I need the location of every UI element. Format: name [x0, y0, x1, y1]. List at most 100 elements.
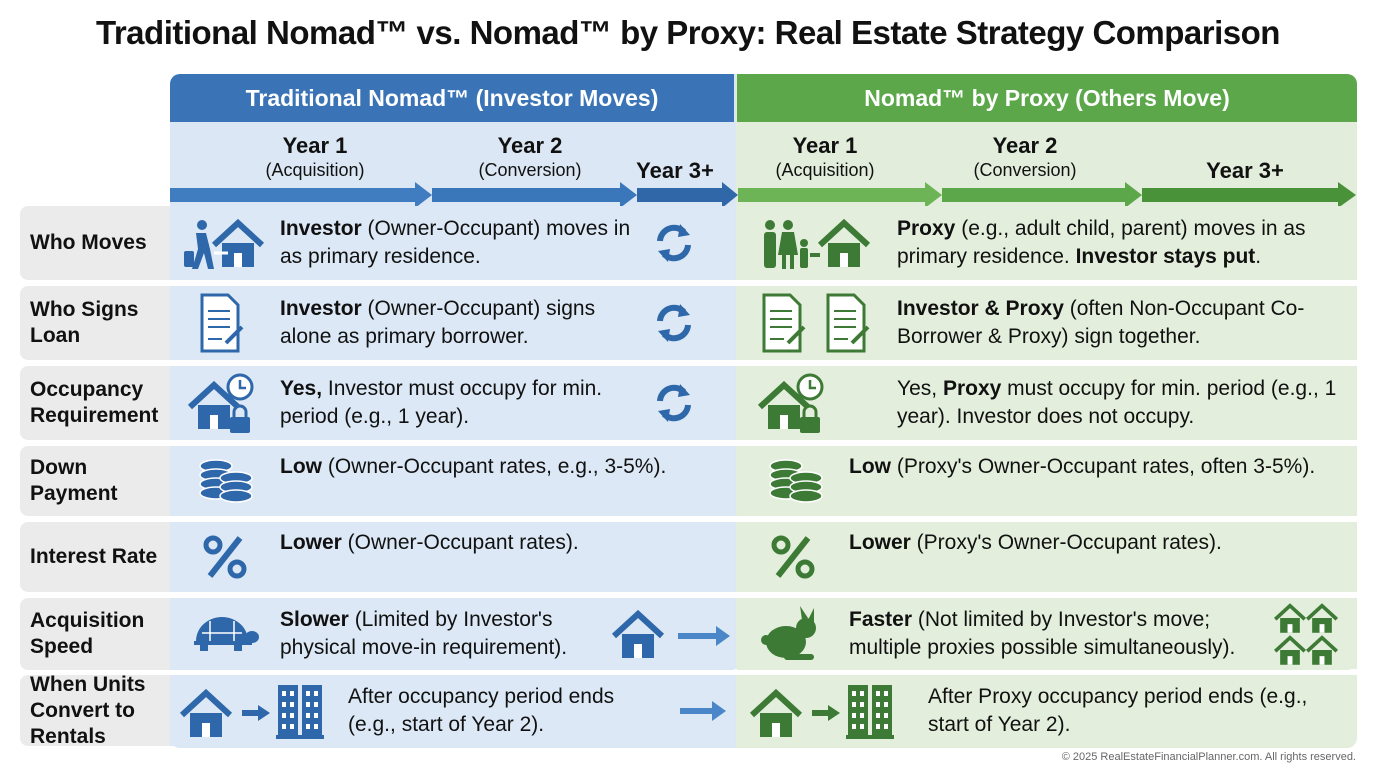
coins-icon — [196, 456, 256, 511]
rabbit-icon — [760, 606, 824, 667]
description-text: After occupancy period ends (e.g., start… — [348, 684, 615, 736]
left-year-2: Year 2 (Conversion) — [450, 133, 610, 181]
turtle-icon — [188, 611, 260, 662]
description-prefix: Yes, — [897, 377, 943, 400]
house-to-apartment-icon — [749, 681, 910, 746]
year-label: Year 3+ — [1206, 158, 1284, 183]
year-label: Year 2 — [497, 133, 563, 158]
signed-document-icon — [192, 292, 252, 359]
description-bold: Low — [849, 455, 891, 478]
left-description: After occupancy period ends (e.g., start… — [348, 683, 648, 739]
row-label: When Units Convert to Rentals — [20, 673, 170, 748]
description-bold: Yes, — [280, 377, 323, 400]
right-description: Lower (Proxy's Owner-Occupant rates). — [849, 529, 1349, 557]
row-divider — [20, 440, 1357, 446]
left-description: Yes, Investor must occupy for min. perio… — [280, 375, 640, 431]
description-text-2: . — [1255, 245, 1262, 268]
description-text: (Owner-Occupant) moves in as primary res… — [280, 217, 631, 268]
right-arrow-year-1 — [738, 182, 942, 208]
description-bold: Low — [280, 455, 322, 478]
row-divider — [20, 516, 1357, 522]
refresh-icon — [650, 379, 698, 432]
description-text: (Owner-Occupant) signs alone as primary … — [280, 297, 596, 348]
copyright-footer: © 2025 RealEstateFinancialPlanner.com. A… — [1061, 751, 1356, 763]
left-year-3: Year 3+ — [625, 158, 725, 184]
left-description: Investor (Owner-Occupant) signs alone as… — [280, 295, 640, 351]
person-moving-house-icon — [180, 213, 270, 278]
family-house-icon — [760, 213, 871, 278]
right-arrow-year-3 — [1142, 182, 1356, 208]
left-cell — [170, 522, 734, 592]
right-description: Yes, Proxy must occupy for min. period (… — [897, 375, 1337, 431]
row-label: Down Payment — [20, 446, 170, 516]
left-description: Slower (Limited by Investor's physical m… — [280, 606, 610, 662]
right-cell — [737, 366, 1357, 440]
description-text: (Proxy's Owner-Occupant rates). — [910, 531, 1222, 554]
left-arrow-year-3 — [637, 182, 738, 208]
row-divider — [20, 669, 1357, 675]
row-divider — [20, 360, 1357, 366]
percent-icon — [202, 534, 248, 585]
house-clock-lock-icon — [757, 371, 830, 440]
year-sub: (Conversion) — [973, 160, 1077, 180]
description-bold: Investor — [280, 297, 362, 320]
description-text: (Owner-Occupant rates). — [341, 531, 579, 554]
description-text: (e.g., adult child, parent) moves in as … — [897, 217, 1306, 268]
description-bold: Investor & Proxy — [897, 297, 1064, 320]
description-text: (Limited by Investor's physical move-in … — [280, 608, 568, 659]
description-bold: Proxy — [897, 217, 956, 240]
description-bold: Slower — [280, 608, 349, 631]
right-description: Faster (Not limited by Investor's move; … — [849, 606, 1269, 662]
row-label: Acquisition Speed — [20, 598, 170, 670]
description-bold: Faster — [849, 608, 913, 631]
house-clock-lock-icon — [187, 371, 260, 440]
right-cell — [737, 522, 1357, 592]
year-label: Year 1 — [282, 133, 348, 158]
right-description: Low (Proxy's Owner-Occupant rates, often… — [849, 453, 1349, 481]
left-cell — [170, 366, 734, 440]
page-title: Traditional Nomad™ vs. Nomad™ by Proxy: … — [96, 14, 1280, 51]
two-signed-documents-icon — [758, 292, 888, 359]
row-label: Interest Rate — [20, 522, 170, 592]
refresh-icon — [650, 219, 698, 272]
nomad-by-proxy-header: Nomad™ by Proxy (Others Move) — [737, 74, 1357, 122]
description-bold-2: Investor stays put — [1075, 245, 1256, 268]
description-bold: Proxy — [942, 377, 1002, 400]
refresh-icon — [650, 299, 698, 352]
description-text: Investor must occupy for min. period (e.… — [280, 377, 603, 428]
right-description: After Proxy occupancy period ends (e.g.,… — [928, 683, 1328, 739]
description-bold: Lower — [280, 531, 342, 554]
left-description: Investor (Owner-Occupant) moves in as pr… — [280, 215, 640, 271]
row-divider — [20, 592, 1357, 598]
house-arrow-icon — [611, 606, 736, 667]
multiple-houses-icon — [1266, 602, 1346, 671]
house-to-apartment-icon — [179, 681, 340, 746]
year-sub: (Acquisition) — [265, 160, 365, 180]
arrow-right-icon — [680, 699, 728, 728]
row-label: Who Moves — [20, 206, 170, 280]
right-arrow-year-2 — [942, 182, 1142, 208]
row-label: Who Signs Loan — [20, 286, 170, 360]
left-cell — [170, 206, 734, 280]
description-text: (Owner-Occupant rates, e.g., 3-5%). — [322, 455, 667, 478]
coins-icon — [766, 456, 826, 511]
percent-icon — [770, 534, 816, 585]
description-text: (Proxy's Owner-Occupant rates, often 3-5… — [891, 455, 1316, 478]
description-text: (Not limited by Investor's move; multipl… — [849, 608, 1236, 659]
right-cell — [737, 598, 1357, 670]
left-arrow-year-1 — [170, 182, 432, 208]
description-text: must occupy for min. period (e.g., 1 yea… — [897, 377, 1337, 428]
row-label: Occupancy Requirement — [20, 366, 170, 440]
right-cell — [737, 675, 1357, 746]
description-bold: Lower — [849, 531, 911, 554]
right-year-3: Year 3+ — [1190, 158, 1300, 184]
timeline-arrows — [170, 182, 1356, 208]
year-label: Year 1 — [792, 133, 858, 158]
year-label: Year 3+ — [636, 158, 714, 183]
right-year-1: Year 1 (Acquisition) — [755, 133, 895, 181]
traditional-nomad-header: Traditional Nomad™ (Investor Moves) — [170, 74, 734, 122]
right-year-2: Year 2 (Conversion) — [950, 133, 1100, 181]
left-cell — [170, 286, 734, 360]
right-description: Investor & Proxy (often Non-Occupant Co-… — [897, 295, 1337, 351]
description-text: (often Non-Occupant Co-Borrower & Proxy)… — [897, 297, 1305, 348]
